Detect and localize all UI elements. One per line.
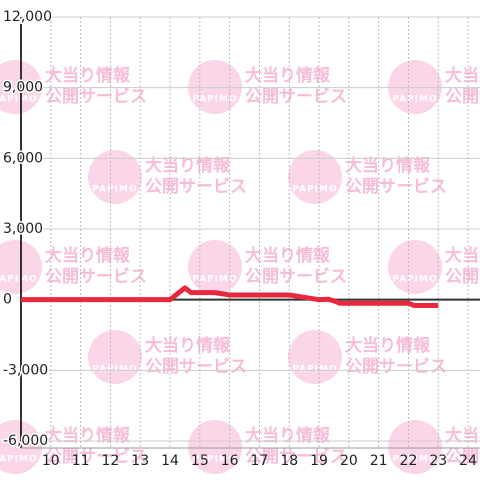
x-tick-label: 24 [459,453,477,469]
watermark-text: 大当り情報 [45,425,131,446]
watermark-logo [388,240,442,294]
watermark-logo-text: PAPIMO [0,95,38,105]
watermark-text: 公開サービス [445,447,480,467]
watermark-text: 大当り情報 [245,245,331,266]
watermark-logo [188,60,242,114]
watermark-logo-text: PAPIMO [92,185,137,195]
watermark-text: 公開サービス [145,177,247,197]
watermark-logo-text: PAPIMO [192,455,237,465]
watermark-text: 公開サービス [45,87,147,107]
watermark-logo [288,330,342,384]
y-tick-label: 3,000 [3,221,43,237]
watermark-text: 大当り情報 [45,245,131,266]
x-tick-label: 23 [429,453,447,469]
x-tick-label: 21 [370,453,388,469]
watermark-text: 大当り情報 [445,425,480,446]
watermark-logo-text: PAPIMO [392,95,437,105]
watermark-logo [288,150,342,204]
x-tick-label: 17 [251,453,269,469]
watermark-logo-text: PAPIMO [392,275,437,285]
watermark-logo [188,420,242,474]
x-tick-label: 12 [102,453,120,469]
y-tick-label: -3,000 [3,362,48,378]
watermark-text: 公開サービス [245,87,347,107]
x-tick-label: 16 [221,453,239,469]
watermark-logo [388,60,442,114]
data-line [21,285,439,309]
x-tick-label: 15 [191,453,209,469]
watermark-logo-text: PAPIMO [192,95,237,105]
watermark-logo [88,330,142,384]
x-tick-label: 18 [280,453,298,469]
watermark-text: 公開サービス [445,87,480,107]
watermark-text: 公開サービス [245,267,347,287]
watermark-text: 公開サービス [45,447,147,467]
y-tick-label: 12,000 [3,9,52,25]
x-tick-label: 11 [72,453,90,469]
watermark-logo [388,420,442,474]
watermark-logo [88,150,142,204]
y-tick-label: 0 [3,292,12,308]
watermark-text: 大当り情報 [145,155,231,176]
x-tick-label: 14 [161,453,179,469]
x-tick-label: 22 [400,453,418,469]
x-tick-label: 13 [131,453,149,469]
watermark-text: 大当り情報 [345,335,431,356]
watermark-logo-text: PAPIMO [392,455,437,465]
watermark-logo-text: PAPIMO [0,275,38,285]
watermark-text: 公開サービス [245,447,347,467]
watermark-logo-text: PAPIMO [292,185,337,195]
watermark-text: 公開サービス [345,177,447,197]
y-tick-label: -6,000 [3,433,48,449]
x-tick-label: 20 [340,453,358,469]
y-tick-label: 9,000 [3,80,43,96]
watermark-text: 大当り情報 [445,65,480,86]
watermark-logo [188,240,242,294]
watermark-text: 大当り情報 [45,65,131,86]
x-tick-label: 10 [42,453,60,469]
watermark-text: 大当り情報 [145,335,231,356]
watermark-text: 公開サービス [445,267,480,287]
watermark-logo-text: PAPIMO [92,365,137,375]
watermark-text: 大当り情報 [445,245,480,266]
watermark-logo-text: PAPIMO [292,365,337,375]
watermark-text: 公開サービス [145,357,247,377]
x-tick-label: 19 [310,453,328,469]
y-tick-label: 6,000 [3,150,43,166]
watermark-text: 大当り情報 [345,155,431,176]
watermark-text: 公開サービス [345,357,447,377]
watermark-logo-text: PAPIMO [0,455,38,465]
watermark-logo-text: PAPIMO [192,275,237,285]
watermark-text: 大当り情報 [245,65,331,86]
watermark-text: 大当り情報 [245,425,331,446]
watermark-text: 公開サービス [45,267,147,287]
